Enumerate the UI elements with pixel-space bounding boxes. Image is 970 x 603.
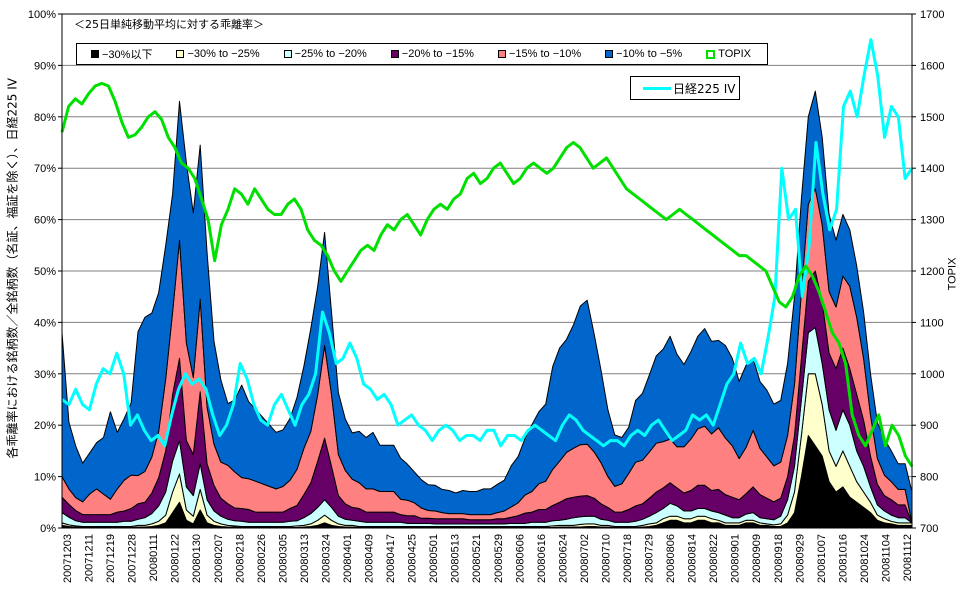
legend-iv-label: 日経225 IV	[673, 81, 736, 96]
y-tick-label-right: 1600	[920, 60, 944, 72]
legend-item: −30%以下	[91, 46, 152, 62]
legend-item: −15% to −10%	[497, 48, 582, 60]
legend-swatch-icon	[283, 50, 292, 58]
x-tick-label: 20080710	[600, 534, 612, 583]
y-tick-label-left: 60%	[34, 215, 56, 227]
x-tick-label: 20080718	[622, 534, 634, 583]
x-tick-label: 20080401	[342, 534, 354, 583]
y-tick-label-right: 1700	[920, 9, 944, 21]
x-tick-label: 20080226	[256, 534, 268, 583]
y-tick-label-right: 800	[920, 472, 938, 484]
x-tick-label: 20080313	[299, 534, 311, 583]
y-tick-label-left: 90%	[34, 60, 56, 72]
x-tick-label: 20080814	[687, 534, 699, 583]
x-tick-label: 20081007	[816, 534, 828, 583]
x-tick-label: 20080425	[407, 534, 419, 583]
legend-label: −20% to −15%	[401, 48, 474, 60]
y-tick-label-left: 0%	[40, 523, 56, 535]
x-tick-label: 20080324	[320, 534, 332, 583]
y-tick-label-right: 1200	[920, 266, 944, 278]
legend-label: −15% to −10%	[508, 48, 582, 60]
y-tick-label-left: 10%	[34, 472, 56, 484]
x-tick-label: 20080901	[730, 534, 742, 583]
x-tick-label: 20080521	[471, 534, 483, 583]
x-tick-label: 20080929	[794, 534, 806, 583]
x-tick-label: 20071228	[127, 534, 139, 583]
legend-label: TOPIX	[718, 48, 752, 60]
x-tick-label: 20080218	[234, 534, 246, 583]
y-tick-label-left: 30%	[34, 369, 56, 381]
legend-swatch-icon	[390, 50, 399, 58]
x-tick-label: 20071219	[105, 534, 117, 583]
legend-swatch-icon	[497, 50, 506, 58]
x-tick-label: 20080918	[773, 534, 785, 583]
legend-item: −20% to −15%	[390, 48, 474, 60]
x-tick-label: 20080417	[385, 534, 397, 583]
x-tick-label: 20071203	[62, 534, 74, 583]
legend-iv-line-icon	[643, 86, 671, 90]
legend-label: −10% to −5%	[616, 48, 683, 60]
y-tick-label-left: 40%	[34, 317, 56, 329]
legend-iv: 日経225 IV	[630, 76, 740, 100]
x-tick-label: 20080305	[277, 534, 289, 583]
x-tick-label: 20080513	[450, 534, 462, 583]
x-tick-label: 20080111	[148, 534, 160, 581]
y-tick-label-right: 1500	[920, 112, 944, 124]
x-tick-label: 20080130	[191, 534, 203, 583]
x-tick-label: 20081016	[837, 534, 849, 583]
legend-item: −25% to −20%	[283, 48, 367, 60]
x-tick-label: 20080409	[364, 534, 376, 583]
y-tick-label-right: 1300	[920, 215, 944, 227]
x-tick-label: 20080822	[708, 534, 720, 583]
x-tick-label: 20081104	[880, 534, 892, 582]
legend-label: −30% to −25%	[187, 48, 260, 60]
x-tick-label: 20080122	[170, 534, 182, 583]
chart-title: ＜25日単純移動平均に対する乖離率＞	[74, 18, 264, 31]
y-axis-right-label: TOPIX	[946, 257, 959, 291]
y-tick-label-left: 20%	[34, 420, 56, 432]
legend-swatch-icon	[91, 50, 99, 58]
x-tick-label: 20080529	[493, 534, 505, 583]
legend: −30%以下 −30% to −25% −25% to −20% −20% to −1…	[76, 43, 768, 65]
x-tick-label: 20080501	[428, 534, 440, 583]
x-tick-label: 20080806	[665, 534, 677, 583]
line-series	[60, 38, 914, 468]
y-tick-label-right: 900	[920, 420, 938, 432]
y-tick-label-left: 70%	[34, 163, 56, 175]
y-axis-left-label: 各乖離率における銘柄数／全銘柄数（名証、福証を除く）、日経225 IV	[5, 78, 20, 459]
legend-item: −10% to −5%	[605, 48, 682, 60]
x-tick-label: 20080207	[213, 534, 225, 583]
line-topix	[60, 81, 914, 468]
x-tick-label: 20080624	[557, 534, 569, 583]
x-tick-label: 20080616	[536, 534, 548, 583]
chart-title-area: ＜25日単純移動平均に対する乖離率＞	[62, 14, 912, 32]
x-tick-label: 20080702	[579, 534, 591, 583]
x-axis: 20071203 20071211 20071219 20071228 20080111…	[62, 534, 914, 583]
y-tick-label-left: 80%	[34, 112, 56, 124]
x-tick-label: 20080909	[751, 534, 763, 583]
x-tick-label: 20080729	[644, 534, 656, 583]
y-tick-label-right: 700	[920, 523, 938, 535]
legend-swatch-icon	[605, 50, 614, 58]
y-tick-label-right: 1400	[920, 163, 944, 175]
y-axis-left: 0% 10% 20% 30% 40% 50% 60% 70% 80% 90% 100%	[28, 9, 62, 535]
legend-swatch-icon	[706, 49, 716, 59]
y-tick-label-right: 1000	[920, 369, 944, 381]
x-tick-label: 20080606	[514, 534, 526, 583]
x-tick-label: 20081024	[859, 534, 871, 583]
legend-label: −30%以下	[102, 49, 153, 61]
y-tick-label-left: 50%	[34, 266, 56, 278]
legend-swatch-icon	[176, 50, 185, 58]
legend-item: −30% to −25%	[176, 48, 260, 60]
x-tick-label: 20071211	[84, 534, 96, 582]
x-tick-label: 20081112	[902, 534, 914, 581]
line-nikkei225-iv	[61, 38, 914, 448]
y-tick-label-left: 100%	[28, 9, 56, 21]
y-axis-right: 700 800 900 1000 1100 1200 1300 1400 1500 1600 170…	[912, 9, 944, 535]
y-tick-label-right: 1100	[920, 317, 944, 329]
legend-item: TOPIX	[706, 48, 751, 60]
legend-label: −25% to −20%	[294, 48, 367, 60]
